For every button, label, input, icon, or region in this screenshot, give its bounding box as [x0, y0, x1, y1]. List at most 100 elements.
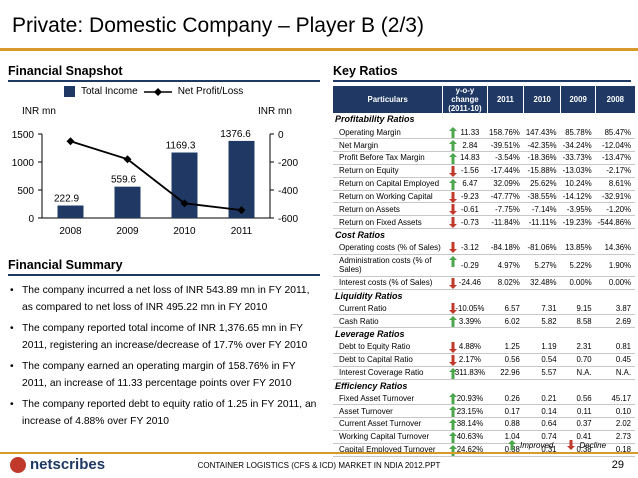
income-bar: [57, 205, 84, 218]
ratio-label: Operating Margin: [333, 125, 443, 140]
ratio-value: 14.36%: [595, 241, 636, 255]
category-label: 2011: [231, 226, 253, 237]
left-tick-label: 0: [28, 214, 34, 225]
yoy-cell: 14.83: [442, 151, 488, 165]
yoy-value: 24.62%: [456, 445, 484, 455]
table-row: Operating costs (% of Sales) -3.12 -84.18%…: [333, 241, 636, 255]
ratio-value: 85.78%: [560, 125, 596, 140]
ratio-value: 0.64: [523, 417, 561, 431]
yoy-value: 23.15%: [456, 406, 484, 416]
ratio-value: 13.85%: [560, 241, 596, 255]
netscribes-logo: netscribes: [10, 456, 105, 473]
line-legend-label: Net Profit/Loss: [177, 86, 244, 97]
bar-data-label: 1376.6: [220, 129, 251, 140]
ratio-value: -7.75%: [487, 202, 524, 217]
ratio-label: Current Asset Turnover: [333, 417, 443, 431]
table-row: Debt to Equity Ratio 4.88% 1.25 1.19 2.31 0.8…: [333, 340, 636, 354]
yoy-cell: 24.62%: [442, 443, 488, 457]
table-row: Working Capital Turnover 40.63% 1.04 0.74 0.…: [333, 430, 636, 444]
ratio-value: 0.88: [487, 417, 524, 431]
ratio-value: -84.18%: [487, 241, 524, 255]
ratio-value: -544.86%: [595, 215, 636, 230]
col-2008: 2008: [595, 86, 636, 113]
col-2011: 2011: [487, 86, 525, 113]
ratio-value: 25.62%: [523, 177, 561, 191]
table-row: Asset Turnover 23.15% 0.17 0.14 0.11 0.10: [333, 404, 636, 419]
ratio-category-row: Leverage Ratios: [333, 328, 635, 341]
ratio-value: -13.47%: [595, 151, 636, 165]
key-ratios-table: Particulars y-o-y change (2011-10) 2011 …: [333, 86, 636, 457]
summary-bullet: The company reported debt to equity rati…: [8, 396, 320, 430]
improved-arrow-icon: [448, 431, 457, 443]
net-profit-point: [123, 155, 132, 164]
ratio-label: Administration costs (% of Sales): [333, 254, 443, 277]
table-row: Return on Equity -1.56 -17.44% -15.88% -13.0…: [333, 164, 636, 178]
yoy-cell: 3.39%: [442, 314, 488, 329]
ratio-category-label: Liquidity Ratios: [335, 290, 403, 301]
ratio-value: 0.45: [595, 353, 636, 367]
decline-arrow-icon: [448, 204, 457, 216]
bar-data-label: 222.9: [54, 194, 79, 205]
yoy-cell: -10.05%: [442, 301, 488, 316]
ratio-value: 9.15: [560, 301, 596, 316]
ratio-label: Net Margin: [333, 138, 443, 153]
yoy-cell: 2.17%: [442, 353, 488, 367]
left-tick-label: 500: [17, 186, 34, 197]
financial-snapshot-chart: INR mn INR mn 1500 1000 500 0 0 -200 -400 -600 2…: [12, 106, 299, 237]
category-label: 2010: [173, 226, 196, 237]
ratio-value: -1.20%: [595, 202, 636, 217]
decline-arrow-icon: [448, 191, 457, 203]
improved-arrow-icon: [448, 392, 457, 404]
table-row: Return on Capital Employed 6.47 32.09% 25.6…: [333, 177, 636, 191]
ratio-label: Interest Coverage Ratio: [333, 366, 443, 380]
ratio-value: 0.37: [560, 417, 596, 431]
ratio-value: -3.95%: [560, 202, 596, 217]
table-row: Debt to Capital Ratio 2.17% 0.56 0.54 0.70 0.…: [333, 353, 636, 367]
yoy-value: 40.63%: [456, 432, 484, 442]
yoy-value: 3.39%: [458, 316, 481, 326]
ratio-value: 7.31: [523, 301, 561, 316]
category-label: 2009: [116, 226, 139, 237]
ratio-value: 45.17: [595, 391, 636, 406]
yoy-cell: -0.61: [442, 202, 488, 217]
decline-arrow-icon: [448, 242, 457, 254]
category-label: 2008: [59, 226, 82, 237]
net-profit-point: [180, 199, 189, 208]
col-2009: 2009: [560, 86, 597, 113]
table-row: Current Asset Turnover 38.14% 0.88 0.64 0.37…: [333, 417, 636, 431]
improved-arrow-icon: [448, 406, 457, 418]
line-legend-swatch: [143, 87, 172, 96]
ratio-category-row: Liquidity Ratios: [333, 289, 635, 302]
left-unit-label: INR mn: [22, 106, 56, 117]
ratio-value: 32.48%: [523, 276, 561, 290]
ratio-value: 0.17: [487, 404, 524, 419]
decline-arrow-icon: [448, 277, 457, 289]
yoy-cell: 38.14%: [442, 417, 488, 431]
ratio-label: Return on Assets: [333, 202, 443, 217]
footer-divider: [0, 452, 638, 454]
yoy-value: 6.47: [462, 179, 478, 189]
ratio-value: 2.02: [595, 417, 636, 431]
net-profit-point: [66, 137, 75, 146]
ratio-category-row: Efficiency Ratios: [333, 379, 635, 392]
ratio-value: 2.69: [595, 314, 636, 329]
yoy-cell: 40.63%: [442, 430, 488, 444]
ratio-label: Debt to Equity Ratio: [333, 340, 443, 354]
net-profit-point: [237, 206, 246, 215]
ratio-label: Interest costs (% of Sales): [333, 276, 443, 290]
ratio-category-row: Profitability Ratios: [333, 113, 635, 126]
ratio-value: 147.43%: [523, 125, 561, 140]
yoy-value: 14.83: [460, 153, 480, 163]
improved-arrow-icon: [448, 255, 457, 267]
ratio-value: 22.96: [487, 366, 524, 380]
ratio-value: 8.02%: [487, 276, 524, 290]
ratio-value: 0.11: [560, 404, 596, 419]
ratio-value: 10.24%: [560, 177, 596, 191]
right-unit-label: INR mn: [258, 106, 292, 117]
income-bar: [171, 152, 198, 218]
yoy-value: 11.33: [460, 127, 480, 137]
decline-arrow-icon: [448, 165, 457, 177]
ratio-value: 1.19: [523, 340, 561, 354]
yoy-value: -0.61: [461, 204, 479, 214]
ratio-value: -14.12%: [560, 190, 596, 204]
